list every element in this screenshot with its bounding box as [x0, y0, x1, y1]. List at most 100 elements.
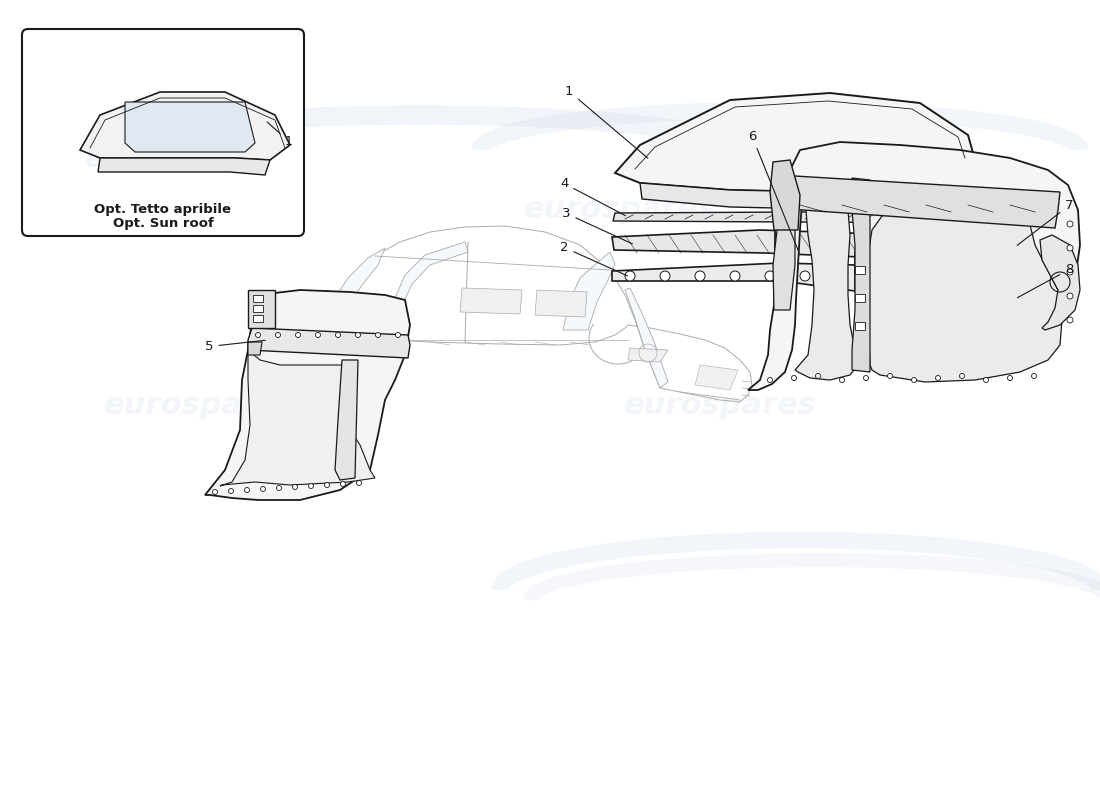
Text: eurospares: eurospares	[103, 390, 296, 419]
Circle shape	[768, 378, 772, 382]
Text: 1: 1	[565, 85, 648, 158]
Circle shape	[356, 481, 362, 486]
Circle shape	[912, 378, 916, 382]
FancyBboxPatch shape	[22, 29, 304, 236]
Circle shape	[293, 485, 297, 490]
Circle shape	[308, 483, 314, 489]
Polygon shape	[795, 200, 858, 380]
Circle shape	[1067, 317, 1072, 323]
Circle shape	[1067, 269, 1072, 275]
Polygon shape	[80, 92, 290, 160]
Polygon shape	[628, 348, 668, 362]
Circle shape	[1067, 221, 1072, 227]
Text: eurospares: eurospares	[84, 148, 242, 172]
Text: Opt. Tetto apribile: Opt. Tetto apribile	[95, 203, 231, 217]
Polygon shape	[615, 93, 975, 193]
Circle shape	[695, 271, 705, 281]
Polygon shape	[330, 320, 392, 326]
Circle shape	[275, 333, 280, 338]
Circle shape	[792, 375, 796, 381]
Circle shape	[835, 271, 845, 281]
Polygon shape	[852, 178, 870, 372]
Circle shape	[815, 374, 821, 378]
Circle shape	[1032, 374, 1036, 378]
Circle shape	[625, 271, 635, 281]
Polygon shape	[748, 142, 1080, 390]
Polygon shape	[1040, 235, 1080, 330]
Polygon shape	[770, 160, 800, 230]
Text: 2: 2	[560, 241, 627, 276]
Text: eurospares: eurospares	[524, 195, 716, 225]
Polygon shape	[248, 290, 275, 328]
Bar	[253, 315, 263, 322]
Circle shape	[1067, 293, 1072, 299]
Circle shape	[324, 482, 330, 487]
Text: 5: 5	[205, 340, 265, 353]
Text: 4: 4	[560, 177, 626, 216]
Circle shape	[276, 486, 282, 490]
Circle shape	[229, 489, 233, 494]
Text: 1: 1	[267, 122, 293, 148]
Circle shape	[396, 333, 400, 338]
Circle shape	[839, 378, 845, 382]
Circle shape	[983, 378, 989, 382]
Bar	[855, 322, 865, 330]
Circle shape	[341, 482, 345, 486]
Circle shape	[888, 374, 892, 378]
Polygon shape	[625, 288, 668, 388]
Text: 7: 7	[1018, 199, 1074, 246]
Polygon shape	[773, 222, 795, 310]
Polygon shape	[98, 158, 270, 175]
Polygon shape	[220, 350, 375, 486]
Text: 3: 3	[562, 207, 632, 244]
Text: 8: 8	[1018, 263, 1074, 298]
Circle shape	[959, 374, 965, 378]
Circle shape	[764, 271, 776, 281]
Circle shape	[730, 271, 740, 281]
Circle shape	[336, 333, 341, 338]
Polygon shape	[640, 180, 955, 210]
Text: 6: 6	[748, 130, 799, 253]
Circle shape	[660, 271, 670, 281]
Polygon shape	[125, 102, 255, 152]
Circle shape	[1067, 245, 1072, 251]
Text: eurospares: eurospares	[624, 390, 816, 419]
Polygon shape	[612, 230, 915, 259]
Polygon shape	[460, 288, 522, 314]
Circle shape	[935, 375, 940, 381]
Polygon shape	[613, 211, 975, 223]
Circle shape	[800, 271, 810, 281]
Polygon shape	[695, 365, 738, 390]
Polygon shape	[328, 248, 385, 322]
Polygon shape	[938, 287, 1035, 307]
Circle shape	[212, 490, 218, 494]
Text: Opt. Sun roof: Opt. Sun roof	[112, 218, 213, 230]
Circle shape	[296, 333, 300, 338]
Polygon shape	[390, 242, 468, 330]
Circle shape	[355, 333, 361, 338]
Polygon shape	[612, 263, 858, 291]
Circle shape	[244, 487, 250, 493]
Polygon shape	[336, 360, 358, 480]
Circle shape	[987, 246, 993, 252]
Circle shape	[1008, 375, 1012, 381]
Polygon shape	[248, 342, 262, 355]
Circle shape	[255, 333, 261, 338]
Bar	[253, 305, 263, 312]
Polygon shape	[935, 241, 1030, 255]
Bar	[855, 294, 865, 302]
Circle shape	[261, 486, 265, 491]
Polygon shape	[535, 290, 587, 317]
Polygon shape	[248, 328, 410, 358]
Bar	[253, 295, 263, 302]
Polygon shape	[205, 290, 410, 500]
Circle shape	[375, 333, 381, 338]
Circle shape	[1006, 245, 1014, 253]
Bar	[855, 266, 865, 274]
Polygon shape	[866, 198, 1062, 382]
Text: eurospares: eurospares	[103, 195, 296, 225]
Polygon shape	[563, 252, 615, 330]
Polygon shape	[776, 175, 1060, 228]
Circle shape	[316, 333, 320, 338]
Circle shape	[864, 375, 869, 381]
